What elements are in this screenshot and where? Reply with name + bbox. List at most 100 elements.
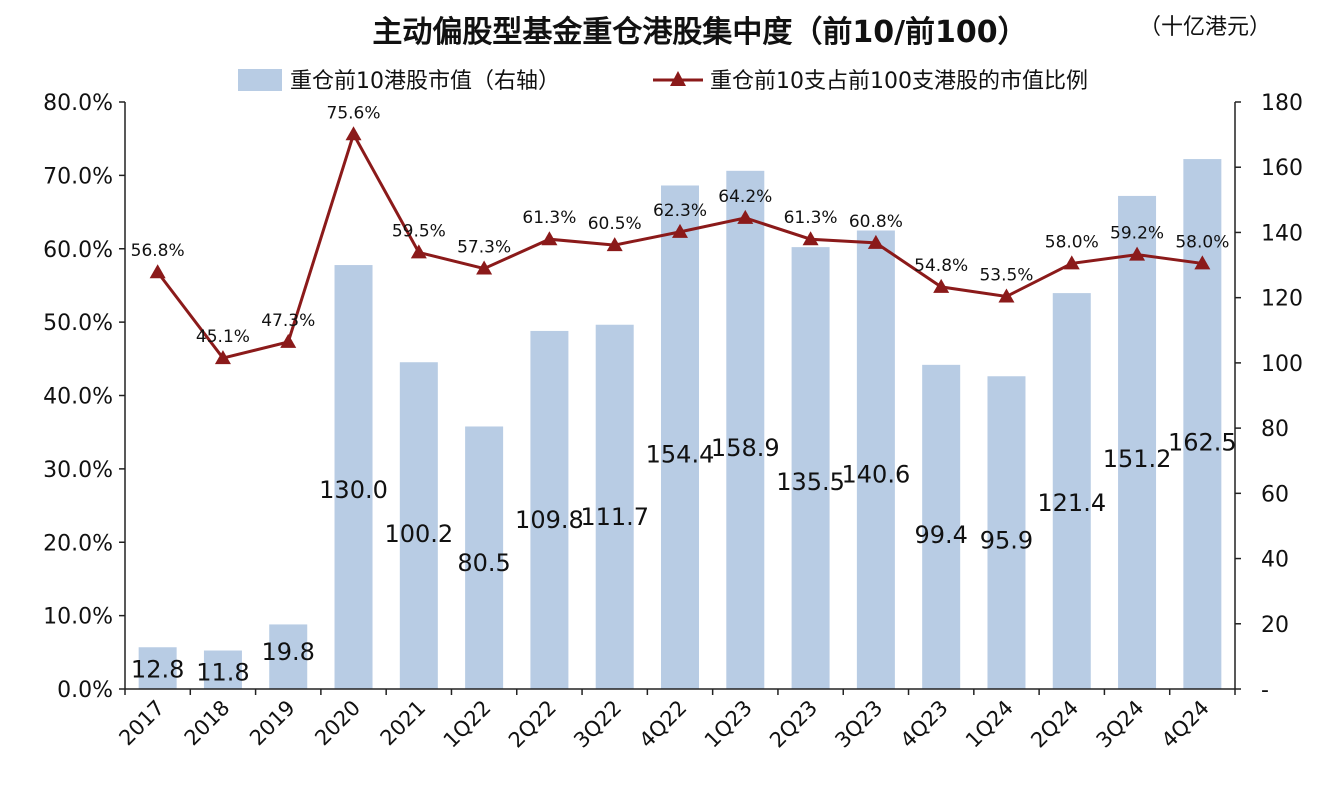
bar-label-2018: 11.8 <box>196 659 249 687</box>
left-tick-label: 10.0% <box>43 605 113 630</box>
x-tick-label: 3Q23 <box>830 696 887 753</box>
legend-line-label: 重仓前10支占前100支港股的市值比例 <box>710 69 1088 94</box>
bar-label-4Q22: 154.4 <box>646 440 715 468</box>
line-label-3Q22: 60.5% <box>588 214 642 234</box>
right-tick-label: - <box>1261 678 1269 703</box>
x-tick-label: 2020 <box>310 696 365 751</box>
left-tick-label: 60.0% <box>43 238 113 263</box>
line-marker-2019 <box>280 333 297 348</box>
bar-label-3Q22: 111.7 <box>580 503 649 531</box>
bar-2020 <box>334 265 373 689</box>
bar-series <box>138 159 1222 690</box>
bar-2Q22 <box>530 330 569 689</box>
bar-3Q23 <box>856 230 895 689</box>
line-marker-2020 <box>345 126 362 141</box>
bar-label-2019: 19.8 <box>262 638 315 666</box>
line-label-1Q23: 64.2% <box>718 187 772 207</box>
line-label-2Q22: 61.3% <box>522 208 576 228</box>
x-tick-label: 4Q24 <box>1157 696 1214 753</box>
line-marker-2018 <box>214 350 231 365</box>
line-marker-1Q23 <box>737 209 754 224</box>
right-tick-label: 160 <box>1261 156 1303 181</box>
bar-4Q22 <box>661 185 699 690</box>
bar-3Q24 <box>1118 195 1157 690</box>
line-label-2020: 75.6% <box>327 103 381 123</box>
bar-2019 <box>269 624 308 689</box>
legend-bar-label: 重仓前10港股市值（右轴） <box>290 69 560 94</box>
bar-2018 <box>203 650 242 689</box>
x-tick-label: 3Q24 <box>1092 696 1149 753</box>
bar-1Q24 <box>987 376 1026 689</box>
bar-label-3Q23: 140.6 <box>842 461 911 489</box>
left-tick-label: 30.0% <box>43 458 113 483</box>
line-marker-3Q23 <box>867 234 884 249</box>
line-label-2018: 45.1% <box>196 327 250 347</box>
bar-3Q22 <box>595 324 634 689</box>
left-tick-label: 70.0% <box>43 164 113 189</box>
bar-label-1Q23: 158.9 <box>711 434 780 462</box>
bar-label-2Q22: 109.8 <box>515 506 584 534</box>
bar-label-2Q24: 121.4 <box>1037 489 1106 517</box>
line-marker-2Q23 <box>802 231 819 246</box>
x-tick-label: 2Q23 <box>765 696 822 753</box>
line-label-2Q23: 61.3% <box>784 208 838 228</box>
line-marker-3Q22 <box>606 237 623 252</box>
bar-1Q22 <box>465 426 504 689</box>
line-data-labels: 56.8% 45.1% 47.3% 75.6% 59.5% 57.3% 61.3% 60.5%… <box>131 103 1230 347</box>
line-marker-4Q23 <box>933 278 950 293</box>
legend-line-marker <box>670 71 686 86</box>
x-tick-label: 1Q23 <box>700 696 757 753</box>
left-tick-label: 0.0% <box>57 678 113 703</box>
bar-label-2021: 100.2 <box>384 520 453 548</box>
line-marker-3Q24 <box>1129 246 1146 261</box>
bar-label-4Q24: 162.5 <box>1168 429 1237 457</box>
line-marker-4Q24 <box>1194 255 1211 270</box>
bar-1Q23 <box>726 170 765 689</box>
line-marker-2017 <box>149 264 166 279</box>
right-tick-label: 180 <box>1261 91 1303 116</box>
x-tick-label: 2017 <box>114 696 169 751</box>
right-tick-label: 100 <box>1261 352 1303 377</box>
bar-label-2Q23: 135.5 <box>776 468 845 496</box>
bar-label-1Q24: 95.9 <box>980 526 1033 554</box>
x-tick-label: 2021 <box>376 696 431 751</box>
line-marker-1Q22 <box>476 260 493 275</box>
bar-label-2020: 130.0 <box>319 476 388 504</box>
line-marker-1Q24 <box>998 288 1015 303</box>
unit-label: （十亿港元） <box>1139 15 1271 40</box>
line-label-3Q24: 59.2% <box>1110 224 1164 244</box>
bar-label-1Q22: 80.5 <box>457 549 510 577</box>
bar-label-3Q24: 151.2 <box>1103 445 1172 473</box>
line-label-3Q23: 60.8% <box>849 212 903 232</box>
bar-4Q24 <box>1183 159 1222 689</box>
x-tick-label: 1Q22 <box>439 696 496 753</box>
chart-title: 主动偏股型基金重仓港股集中度（前10/前100） <box>372 15 1027 50</box>
x-tick-label: 2Q22 <box>504 696 561 753</box>
bar-2021 <box>399 362 438 689</box>
right-tick-label: 20 <box>1261 613 1289 638</box>
line-marker-4Q22 <box>672 223 688 238</box>
left-tick-label: 20.0% <box>43 531 113 556</box>
right-tick-label: 60 <box>1261 482 1289 507</box>
right-tick-label: 120 <box>1261 287 1303 312</box>
left-tick-label: 50.0% <box>43 311 113 336</box>
right-tick-label: 80 <box>1261 417 1289 442</box>
line-label-4Q23: 54.8% <box>914 256 968 276</box>
line-label-1Q22: 57.3% <box>457 238 511 258</box>
line-marker-2Q24 <box>1063 255 1080 270</box>
line-marker-2Q22 <box>541 231 558 246</box>
x-tick-label: 2019 <box>245 696 300 751</box>
line-label-2019: 47.3% <box>261 311 315 331</box>
bar-2Q24 <box>1052 293 1091 689</box>
line-label-4Q24: 58.0% <box>1175 232 1229 252</box>
left-tick-label: 80.0% <box>43 91 113 116</box>
right-tick-label: 140 <box>1261 221 1303 246</box>
x-tick-label: 4Q23 <box>896 696 953 753</box>
line-label-2017: 56.8% <box>131 241 185 261</box>
bar-label-4Q23: 99.4 <box>914 521 967 549</box>
line-series <box>149 126 1211 365</box>
bar-2Q23 <box>791 247 830 689</box>
x-tick-label: 2018 <box>180 696 235 751</box>
